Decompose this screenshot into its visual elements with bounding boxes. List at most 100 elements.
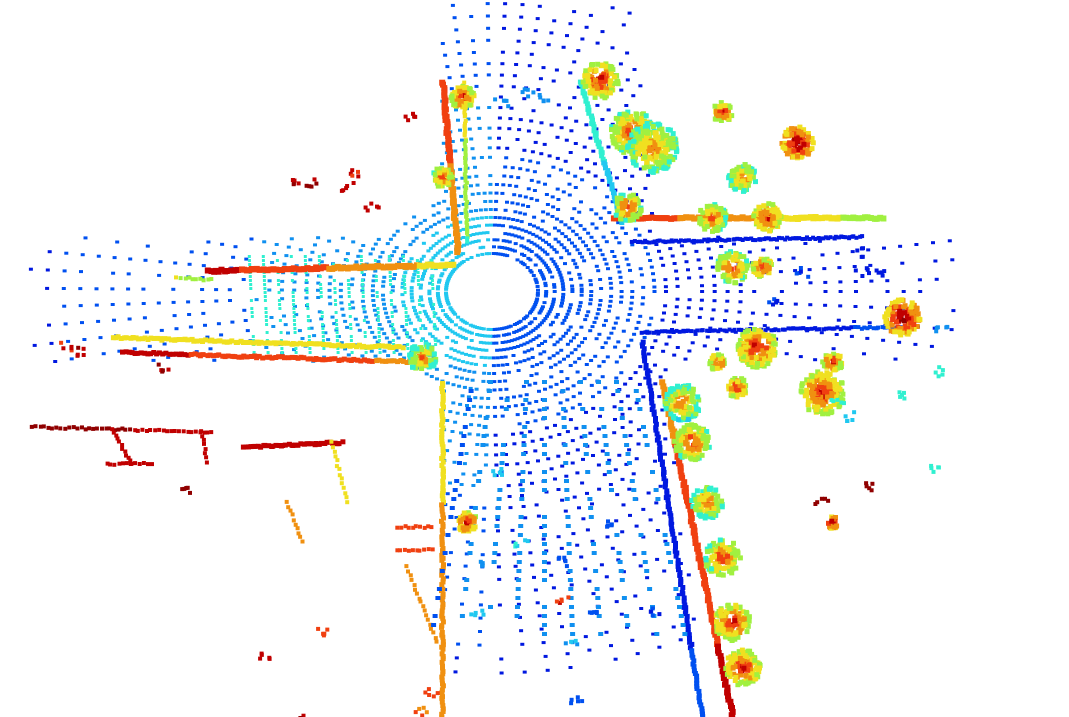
ground-point — [579, 166, 584, 170]
ground-point — [531, 41, 536, 45]
ground-point — [392, 277, 396, 281]
ground-point — [625, 625, 629, 629]
wall-point — [877, 214, 884, 221]
object-point — [585, 75, 591, 81]
ground-point — [595, 41, 600, 45]
wall-point — [852, 215, 859, 222]
wall-point — [666, 329, 671, 334]
ground-point — [316, 288, 320, 292]
wall-point — [264, 267, 271, 274]
ground-point — [548, 270, 553, 274]
ground-point — [514, 63, 519, 66]
ground-point — [674, 269, 679, 273]
ground-point — [610, 231, 615, 235]
wall-point — [758, 237, 763, 242]
ground-point — [380, 250, 385, 254]
wall-point — [100, 426, 104, 431]
wall-point — [717, 653, 724, 660]
ground-point — [520, 236, 525, 240]
ground-point — [289, 237, 294, 241]
ground-point — [643, 376, 648, 380]
ground-point — [525, 168, 530, 172]
ground-point — [513, 242, 518, 246]
object-point — [648, 146, 654, 152]
ground-point — [497, 379, 502, 383]
ground-point — [566, 171, 571, 175]
wall-point — [439, 714, 445, 717]
ground-point — [542, 605, 547, 609]
ground-point — [312, 334, 317, 338]
object-point — [614, 144, 620, 150]
ground-point — [635, 398, 641, 402]
ground-point — [580, 37, 585, 41]
object-point — [805, 134, 811, 140]
ground-point — [339, 282, 343, 286]
ground-point — [374, 313, 379, 317]
ground-point — [335, 331, 339, 334]
ground-point — [605, 535, 610, 539]
ground-point — [420, 277, 425, 281]
ground-point — [614, 380, 619, 384]
ground-point — [539, 121, 544, 125]
ground-point — [436, 298, 441, 302]
ground-point — [594, 264, 599, 268]
ground-point — [304, 281, 309, 284]
wall-point — [148, 428, 153, 432]
ground-point — [460, 176, 465, 180]
wall-point — [447, 262, 453, 268]
wall-point — [666, 506, 672, 512]
wall-point — [317, 341, 323, 347]
ground-point — [461, 335, 466, 339]
ground-point — [517, 551, 523, 555]
wall-point — [593, 135, 599, 140]
ground-point — [513, 564, 518, 568]
object-point — [621, 133, 627, 139]
ground-point — [493, 334, 498, 338]
ground-point — [467, 398, 473, 402]
wall-point — [671, 428, 678, 435]
ground-point — [470, 147, 475, 151]
ground-point — [439, 569, 445, 573]
ground-point — [292, 319, 296, 322]
object-point — [906, 316, 912, 322]
wall-point — [294, 341, 300, 347]
ground-point — [641, 425, 646, 429]
wall-point — [120, 426, 125, 431]
ground-point — [292, 315, 296, 318]
ground-point — [525, 461, 530, 465]
wall-point — [440, 478, 446, 484]
ground-point — [593, 186, 598, 190]
ground-point — [641, 296, 646, 300]
ground-point — [562, 246, 567, 250]
ground-point — [600, 178, 605, 182]
ground-point — [569, 614, 575, 618]
ground-point — [628, 513, 632, 517]
ground-point — [579, 293, 584, 297]
ground-point — [566, 451, 571, 455]
ground-point — [556, 454, 561, 458]
object-point — [619, 201, 625, 207]
ground-point — [390, 285, 395, 289]
ground-point — [594, 337, 599, 341]
wall-point — [682, 489, 689, 496]
ground-point — [270, 261, 275, 264]
ground-point — [478, 246, 483, 250]
wall-point — [329, 356, 335, 362]
ground-point — [303, 255, 307, 258]
wall-point — [128, 427, 133, 432]
wall-point — [334, 263, 341, 270]
wall-point — [463, 129, 468, 134]
ground-point — [463, 564, 468, 568]
ground-point — [581, 457, 585, 461]
object-point — [650, 154, 656, 159]
wall-point — [244, 354, 250, 360]
ground-point — [588, 283, 593, 287]
wall-point — [805, 235, 809, 240]
ground-point — [289, 255, 293, 258]
ground-point — [555, 313, 560, 316]
ground-point — [459, 63, 464, 67]
ground-point — [447, 76, 452, 80]
ground-point — [543, 182, 547, 186]
wall-point — [145, 351, 151, 357]
ground-point — [320, 315, 324, 318]
